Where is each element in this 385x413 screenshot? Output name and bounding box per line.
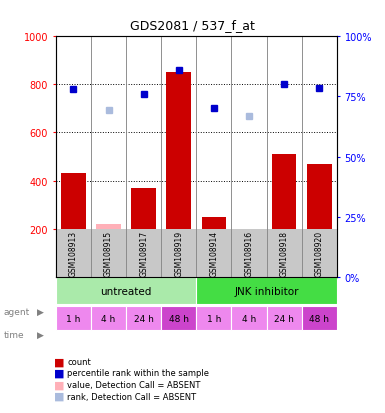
Text: percentile rank within the sample: percentile rank within the sample: [67, 368, 209, 377]
Text: GSM108915: GSM108915: [104, 230, 113, 276]
Text: ■: ■: [54, 391, 65, 401]
Text: GSM108916: GSM108916: [244, 230, 254, 276]
Text: agent: agent: [4, 307, 30, 316]
Text: JNK inhibitor: JNK inhibitor: [234, 286, 299, 296]
Text: ■: ■: [54, 380, 65, 389]
Text: GSM108913: GSM108913: [69, 230, 78, 276]
Bar: [272, 155, 296, 277]
Text: 4 h: 4 h: [242, 314, 256, 323]
Bar: [91, 306, 126, 331]
Bar: [307, 164, 331, 277]
Text: ▶: ▶: [37, 330, 44, 339]
Text: untreated: untreated: [100, 286, 152, 296]
Bar: [96, 224, 121, 277]
Text: GSM108920: GSM108920: [315, 230, 324, 276]
Text: 4 h: 4 h: [101, 314, 116, 323]
Text: 1 h: 1 h: [66, 314, 80, 323]
Text: ■: ■: [54, 356, 65, 366]
Text: 24 h: 24 h: [134, 314, 154, 323]
Bar: [61, 174, 86, 277]
Bar: [56, 277, 196, 305]
Text: GSM108914: GSM108914: [209, 230, 218, 276]
Text: count: count: [67, 357, 91, 366]
Bar: [131, 188, 156, 277]
Bar: [302, 306, 337, 331]
Text: GDS2081 / 537_f_at: GDS2081 / 537_f_at: [130, 19, 255, 31]
Text: GSM108918: GSM108918: [280, 230, 289, 276]
Text: value, Detection Call = ABSENT: value, Detection Call = ABSENT: [67, 380, 201, 389]
Text: 48 h: 48 h: [309, 314, 329, 323]
Bar: [56, 306, 91, 331]
Bar: [126, 306, 161, 331]
Text: 48 h: 48 h: [169, 314, 189, 323]
Bar: [196, 277, 337, 305]
Text: GSM108919: GSM108919: [174, 230, 183, 276]
Text: rank, Detection Call = ABSENT: rank, Detection Call = ABSENT: [67, 392, 196, 401]
Text: 24 h: 24 h: [274, 314, 294, 323]
Text: ■: ■: [54, 368, 65, 378]
Bar: [266, 306, 302, 331]
Text: ▶: ▶: [37, 307, 44, 316]
Bar: [231, 306, 266, 331]
Text: 1 h: 1 h: [207, 314, 221, 323]
Bar: [56, 229, 337, 277]
Bar: [166, 73, 191, 277]
Bar: [196, 306, 231, 331]
Bar: [202, 217, 226, 277]
Text: GSM108917: GSM108917: [139, 230, 148, 276]
Text: time: time: [4, 330, 25, 339]
Bar: [237, 229, 261, 277]
Bar: [161, 306, 196, 331]
